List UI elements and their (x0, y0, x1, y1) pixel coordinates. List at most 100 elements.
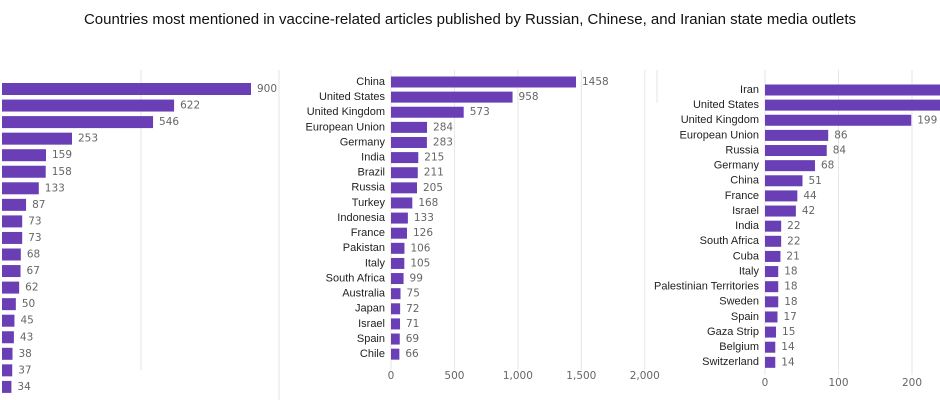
x-tick-label: 500 (444, 370, 464, 382)
bar (2, 248, 21, 261)
bar-value-label: 51 (808, 175, 821, 187)
category-label: Russia (725, 144, 760, 156)
bar (391, 227, 407, 239)
x-tick-label: 0 (762, 377, 769, 389)
bar (391, 91, 513, 103)
bar-value-label: 1458 (582, 76, 609, 88)
bar (2, 331, 14, 344)
bar (765, 235, 782, 247)
bar-value-label: 284 (433, 121, 453, 133)
bar-value-label: 133 (414, 212, 434, 224)
bar (391, 257, 405, 269)
x-tick-label: 0 (388, 370, 395, 382)
category-label: France (725, 190, 759, 202)
bar-value-label: 573 (470, 106, 490, 118)
bar-value-label: 215 (424, 152, 444, 164)
bar (2, 281, 20, 294)
bar (765, 220, 782, 232)
bar-value-label: 50 (22, 298, 35, 310)
bar (391, 152, 419, 164)
bar-value-label: 62 (25, 282, 38, 294)
category-label: European Union (679, 129, 759, 141)
bar-value-label: 34 (17, 381, 31, 393)
bar-value-label: 73 (28, 215, 41, 227)
bar (765, 341, 776, 353)
category-label: China (356, 76, 386, 88)
bar-value-label: 133 (45, 182, 65, 194)
bar (2, 99, 175, 112)
bar (391, 182, 418, 194)
bar (391, 197, 413, 209)
bar (2, 364, 13, 377)
bar (2, 265, 21, 278)
category-label: Israel (732, 205, 759, 217)
bar (765, 205, 796, 217)
bar-value-label: 199 (917, 114, 937, 126)
bar (2, 198, 27, 211)
category-label: Palestinian Territories (654, 281, 759, 293)
bar-value-label: 99 (410, 273, 423, 285)
bar (2, 380, 12, 393)
bar (765, 129, 829, 141)
bar-value-label: 14 (781, 341, 795, 353)
bar-value-label: 622 (180, 100, 200, 112)
bar (391, 106, 464, 118)
bar (2, 347, 13, 360)
bar-value-label: 87 (32, 199, 45, 211)
bar (391, 242, 405, 254)
category-label: Pakistan (343, 242, 385, 254)
bar-value-label: 283 (433, 136, 453, 148)
bar-value-label: 253 (78, 133, 98, 145)
bar (2, 182, 39, 195)
bar (391, 136, 427, 148)
category-label: Italy (365, 257, 386, 269)
bar-value-label: 66 (405, 348, 419, 360)
bar-value-label: 106 (410, 242, 430, 254)
bar (2, 165, 46, 178)
category-label: Spain (731, 311, 759, 323)
bar-value-label: 22 (787, 220, 800, 232)
category-label: Italy (739, 265, 760, 277)
x-tick-label: 1,000 (503, 370, 533, 382)
category-label: United Kingdom (681, 114, 759, 126)
category-label: Japan (355, 303, 385, 315)
bar-value-label: 158 (52, 166, 72, 178)
bar-value-label: 73 (28, 232, 41, 244)
bar-value-label: 18 (784, 266, 797, 278)
bar (765, 296, 779, 308)
bar-value-label: 18 (784, 296, 797, 308)
bar (2, 231, 23, 244)
bar (391, 167, 418, 179)
x-tick-label: 1,500 (566, 370, 596, 382)
category-label: Russia (351, 182, 386, 194)
bar (765, 356, 776, 368)
category-label: Turkey (352, 197, 386, 209)
x-tick-label: 100 (828, 377, 848, 389)
chart-title: Countries most mentioned in vaccine-rela… (83, 11, 857, 28)
bar (765, 145, 827, 157)
category-label: Spain (357, 333, 385, 345)
bar-value-label: 21 (786, 250, 799, 262)
bar (765, 114, 912, 126)
bar-value-label: 68 (27, 249, 40, 261)
bar-value-label: 67 (27, 265, 40, 277)
bar (765, 160, 815, 172)
bar (391, 273, 404, 285)
bar (765, 99, 940, 111)
bar-value-label: 45 (20, 315, 33, 327)
bar-value-label: 15 (782, 326, 795, 338)
category-label: India (361, 152, 386, 164)
bar (2, 132, 72, 145)
bar-value-label: 37 (18, 364, 31, 376)
bar (765, 175, 803, 187)
category-label: Switzerland (702, 356, 759, 368)
bar-value-label: 72 (406, 303, 419, 315)
bar (2, 215, 23, 228)
bar-value-label: 211 (424, 167, 444, 179)
bar (391, 303, 401, 315)
category-label: Iran (740, 84, 759, 96)
bar-value-label: 105 (410, 257, 430, 269)
bar-value-label: 14 (781, 356, 795, 368)
bar-value-label: 86 (834, 129, 848, 141)
